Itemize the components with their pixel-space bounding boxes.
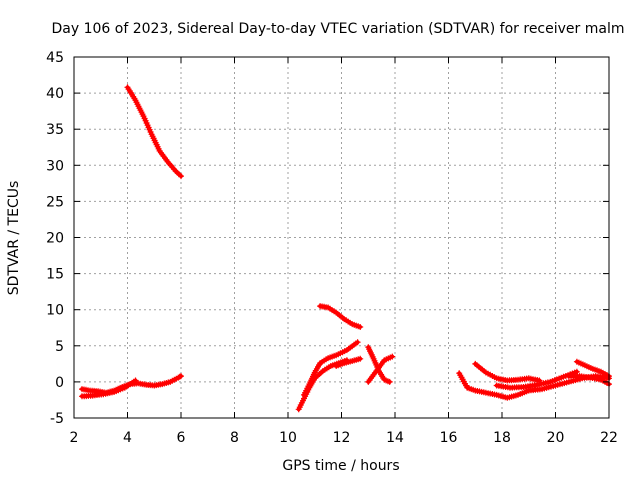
x-axis-title: GPS time / hours — [282, 458, 399, 474]
x-tick-label: 4 — [123, 430, 132, 446]
y-tick-label: 20 — [46, 231, 64, 247]
series-markers-track-5 — [301, 339, 361, 398]
series-markers-track-7 — [333, 355, 364, 369]
x-tick-label: 22 — [600, 430, 618, 446]
y-tick-label: 0 — [55, 375, 64, 391]
x-tick-label: 12 — [333, 430, 351, 446]
y-tick-label: 45 — [46, 50, 64, 66]
y-tick-label: 5 — [55, 339, 64, 355]
tick-layer: 2 4 6 8 10 12 14 16 18 20 22 -5 0 5 10 15 20 25 30 35 40 45 — [46, 50, 618, 446]
y-tick-label: 15 — [46, 267, 64, 283]
x-tick-label: 16 — [440, 430, 458, 446]
x-tick-label: 10 — [279, 430, 297, 446]
series-markers-track-11 — [472, 360, 543, 384]
x-tick-label: 2 — [70, 430, 79, 446]
data-layer — [79, 84, 612, 413]
series-markers-track-1 — [124, 84, 184, 180]
chart-title: Day 106 of 2023, Sidereal Day-to-day VTE… — [52, 21, 625, 37]
y-tick-label: -5 — [50, 411, 64, 427]
series-markers-track-13 — [573, 358, 612, 380]
series-markers-track-9 — [365, 353, 396, 385]
x-tick-label: 8 — [230, 430, 239, 446]
y-tick-label: 10 — [46, 303, 64, 319]
y-tick-label: 35 — [46, 122, 64, 138]
series-markers-track-3 — [79, 377, 139, 400]
y-tick-label: 40 — [46, 86, 64, 102]
y-tick-label: 25 — [46, 194, 64, 210]
x-tick-label: 14 — [386, 430, 404, 446]
series-markers-track-6 — [317, 303, 364, 330]
y-tick-label: 30 — [46, 158, 64, 174]
x-tick-label: 18 — [493, 430, 511, 446]
y-axis-title: SDTVAR / TECUs — [6, 181, 22, 296]
x-tick-label: 6 — [177, 430, 186, 446]
x-tick-label: 20 — [547, 430, 565, 446]
